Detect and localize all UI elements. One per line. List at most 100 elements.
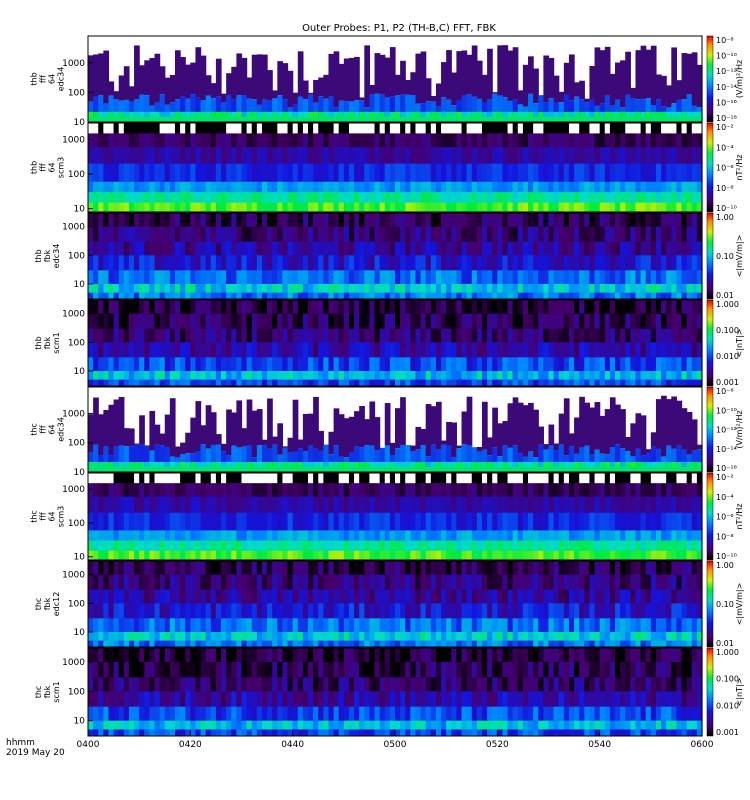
y-tick-label: 1000 [62,658,85,668]
colorbar-tick-label: 10⁻¹⁴ [716,445,737,454]
colorbar-label: <|mV/m|> [735,235,744,278]
y-tick-label: 10 [74,628,86,638]
y-tick-label: 1000 [62,310,85,320]
panel-ylabel-line: thc [30,510,39,523]
panel-2: 101001000thbfff64scm310⁻²10⁻⁴10⁻⁶10⁻⁸10⁻… [30,122,744,215]
y-tick-label: 100 [68,251,85,261]
panel-ylabel-line: fbk [43,336,52,349]
panel-frame [87,299,703,387]
colorbar-8: 1.000 0.100 0.010 0.001 <|nT|> [706,647,744,737]
spectrogram-5 [88,387,703,472]
colorbar-tick-label: 10⁻⁸ [716,387,734,396]
panel-frame [87,560,703,648]
colorbar-bar [706,35,714,123]
panel-ylabel-line: edc34 [57,67,66,92]
colorbar-bar [706,122,714,213]
colorbar-1: 10⁻⁸ 10⁻¹⁰ 10⁻¹² 10⁻¹⁴ 10⁻¹⁶ 10⁻¹⁸ (V/m)²/Hz [706,35,744,123]
panel-ylabel: thcfff64edc34 [30,417,66,442]
panel-frame [87,472,703,561]
panel-ylabel-line: thc [34,598,43,611]
panel-frame [87,122,703,213]
panel-frame [87,386,703,473]
panel-ylabel: thcfbkscm1 [34,681,61,702]
x-axis-label-line2: 2019 May 20 [6,748,65,758]
colorbar-tick-label: 10⁻¹² [716,67,737,76]
panel-ylabel-line: thb [34,249,43,262]
colorbar-bar [706,299,714,387]
colorbar-tick-label: 10⁻⁸ [716,184,734,193]
y-tick-label: 10 [74,205,86,215]
x-tick-label: 0400 [77,740,100,750]
panel-ylabel-line: 64 [48,74,57,84]
y-tick-label: 100 [68,170,85,180]
panel-8: 10 100 1000 thcfbkscm1 1.000 0.100 0.010 0.001 <… [34,647,744,737]
spectrogram-2 [88,123,703,213]
panel-ylabel-line: thb [34,336,43,349]
y-tick-label: 1000 [62,409,85,419]
panel-ylabel-line: scm3 [57,157,66,178]
spectrogram-8 [88,648,703,737]
colorbar-tick-label: 0.10 [716,252,734,261]
y-tick-label: 10 [74,118,86,128]
colorbar-tick-label: 10⁻² [716,123,734,132]
panel-ylabel: thcfff64scm3 [30,506,66,527]
y-tick-label: 100 [68,687,85,697]
spectrogram-1 [88,36,703,122]
colorbar-label: nT²/Hz [735,154,744,180]
panel-ylabel-line: fbk [43,597,52,610]
y-tick-label: 10 [74,717,86,727]
panel-ylabel-line: scm3 [57,506,66,527]
panel-1: 101001000thbfff64edc3410⁻⁸10⁻¹⁰10⁻¹²10⁻¹… [30,35,744,128]
spectrogram-6 [88,473,703,561]
colorbar-tick-label: 1.00 [716,561,734,570]
colorbar-tick-label: 10⁻⁸ [716,36,734,45]
colorbar-label: <|nT|> [735,329,744,358]
panel-3: 10 100 1000 thbfbkedc34 1.00 0.10 0.01 <|mV/m|> [34,212,744,300]
panel-ylabel: thbfbkedc34 [34,244,61,269]
colorbar-6: 10⁻² 10⁻⁴ 10⁻⁶ 10⁻⁸ 10⁻¹⁰ nT²/Hz [706,472,744,561]
colorbar-tick-label: 1.00 [716,213,734,222]
colorbar-tick-label: 10⁻¹⁶ [716,464,737,473]
panel-ylabel-line: 64 [48,162,57,172]
colorbar-tick-label: 0.010 [716,352,739,361]
colorbar-bar [706,647,714,737]
panel-stack: 101001000thbfff64edc3410⁻⁸10⁻¹⁰10⁻¹²10⁻¹… [30,35,744,737]
colorbar-tick-label: 10⁻⁸ [716,532,734,541]
panel-ylabel-line: fbk [43,685,52,698]
colorbar-tick-label: 10⁻¹⁰ [716,52,737,61]
y-tick-label: 1000 [62,59,85,69]
panel-ylabel-line: 64 [48,511,57,521]
colorbar-tick-label: 10⁻¹⁶ [716,98,737,107]
panel-ylabel-line: scm1 [52,332,61,353]
panel-6: 101001000thcfff64scm310⁻²10⁻⁴10⁻⁶10⁻⁸10⁻… [30,472,744,563]
x-tick-label: 0600 [691,740,714,750]
y-tick-label: 10 [74,280,86,290]
x-tick-label: 0540 [588,740,611,750]
panel-ylabel-line: thc [30,423,39,436]
panel-7: 10 100 1000 thcfbkedc12 1.00 0.10 0.01 <|mV/m|> [34,560,744,648]
panel-ylabel: thcfbkedc12 [34,592,61,617]
panel-ylabel-line: fff [39,75,48,84]
y-tick-label: 100 [68,599,85,609]
panel-ylabel-line: thb [30,72,39,85]
x-tick-label: 0420 [179,740,202,750]
colorbar-tick-label: 10⁻¹⁰ [716,552,737,561]
colorbar-tick-label: 0.100 [716,326,739,335]
colorbar-3: 1.00 0.10 0.01 <|mV/m|> [706,212,744,300]
y-tick-label: 1000 [62,223,85,233]
colorbar-label: (V/m)²/Hz [735,410,744,448]
colorbar-tick-label: 0.001 [716,378,739,387]
panel-ylabel-line: 64 [48,424,57,434]
y-tick-label: 100 [68,439,85,449]
colorbar-tick-label: 10⁻¹⁰ [716,204,737,213]
colorbar-label: (V/m)²/Hz [735,60,744,98]
x-axis: 0400 0420 0440 0500 0520 0540 0600 [77,730,714,750]
colorbar-label: <|nT|> [735,678,744,707]
colorbar-tick-label: 0.01 [716,291,734,300]
spectrogram-3 [88,213,703,300]
chart-title: Outer Probes: P1, P2 (TH-B,C) FFT, FBK [302,23,496,34]
colorbar-tick-label: 0.100 [716,675,739,684]
colorbar-tick-label: 10⁻¹⁸ [716,114,737,123]
panel-ylabel: thbfff64edc34 [30,67,66,92]
